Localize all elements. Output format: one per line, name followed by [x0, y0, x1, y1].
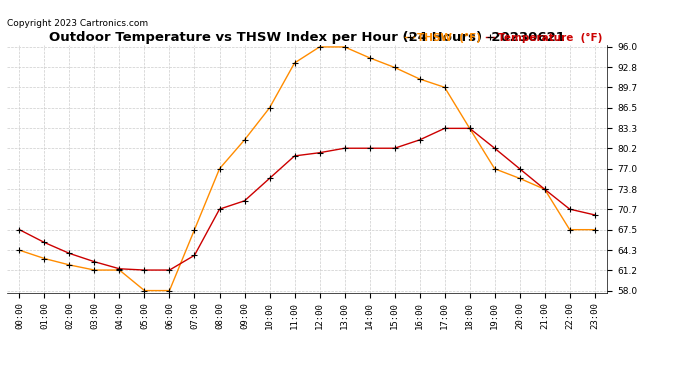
- Temperature  (°F): [515, 166, 524, 171]
- THSW  (°F): [66, 262, 74, 267]
- Temperature  (°F): [15, 227, 23, 232]
- THSW  (°F): [215, 166, 224, 171]
- THSW  (°F): [340, 45, 348, 49]
- Line: THSW  (°F): THSW (°F): [17, 44, 598, 293]
- Temperature  (°F): [466, 126, 474, 130]
- Title: Outdoor Temperature vs THSW Index per Hour (24 Hours)  20230621: Outdoor Temperature vs THSW Index per Ho…: [49, 31, 565, 44]
- Temperature  (°F): [540, 187, 549, 192]
- Temperature  (°F): [415, 138, 424, 142]
- Temperature  (°F): [440, 126, 449, 130]
- THSW  (°F): [266, 106, 274, 110]
- THSW  (°F): [240, 138, 248, 142]
- Temperature  (°F): [140, 268, 148, 272]
- Temperature  (°F): [491, 146, 499, 150]
- THSW  (°F): [591, 227, 599, 232]
- Temperature  (°F): [215, 207, 224, 212]
- Temperature  (°F): [40, 240, 48, 245]
- THSW  (°F): [491, 166, 499, 171]
- THSW  (°F): [290, 61, 299, 65]
- Legend: THSW  (°F), Temperature  (°F): THSW (°F), Temperature (°F): [406, 33, 602, 43]
- Temperature  (°F): [66, 251, 74, 256]
- Line: Temperature  (°F): Temperature (°F): [17, 126, 598, 273]
- Temperature  (°F): [115, 267, 124, 271]
- THSW  (°F): [140, 288, 148, 293]
- Temperature  (°F): [340, 146, 348, 150]
- Text: Copyright 2023 Cartronics.com: Copyright 2023 Cartronics.com: [7, 19, 148, 28]
- Temperature  (°F): [266, 176, 274, 181]
- Temperature  (°F): [591, 213, 599, 217]
- Temperature  (°F): [290, 154, 299, 158]
- THSW  (°F): [90, 268, 99, 272]
- THSW  (°F): [315, 45, 324, 49]
- Temperature  (°F): [391, 146, 399, 150]
- Temperature  (°F): [90, 260, 99, 264]
- THSW  (°F): [15, 248, 23, 252]
- THSW  (°F): [466, 126, 474, 130]
- Temperature  (°F): [166, 268, 174, 272]
- THSW  (°F): [190, 227, 199, 232]
- THSW  (°F): [515, 176, 524, 181]
- THSW  (°F): [115, 268, 124, 272]
- Temperature  (°F): [366, 146, 374, 150]
- Temperature  (°F): [566, 207, 574, 212]
- THSW  (°F): [440, 85, 449, 90]
- THSW  (°F): [391, 65, 399, 70]
- THSW  (°F): [540, 187, 549, 192]
- THSW  (°F): [166, 288, 174, 293]
- Temperature  (°F): [240, 198, 248, 203]
- THSW  (°F): [40, 256, 48, 261]
- Temperature  (°F): [190, 253, 199, 258]
- THSW  (°F): [415, 77, 424, 81]
- Temperature  (°F): [315, 150, 324, 155]
- THSW  (°F): [566, 227, 574, 232]
- THSW  (°F): [366, 56, 374, 60]
